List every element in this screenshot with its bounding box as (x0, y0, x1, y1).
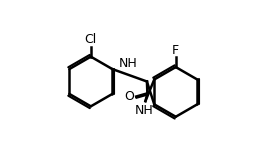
Text: NH: NH (135, 104, 153, 117)
Text: O: O (124, 90, 134, 103)
Text: NH: NH (119, 57, 137, 70)
Text: F: F (172, 44, 179, 57)
Text: Cl: Cl (84, 33, 96, 46)
